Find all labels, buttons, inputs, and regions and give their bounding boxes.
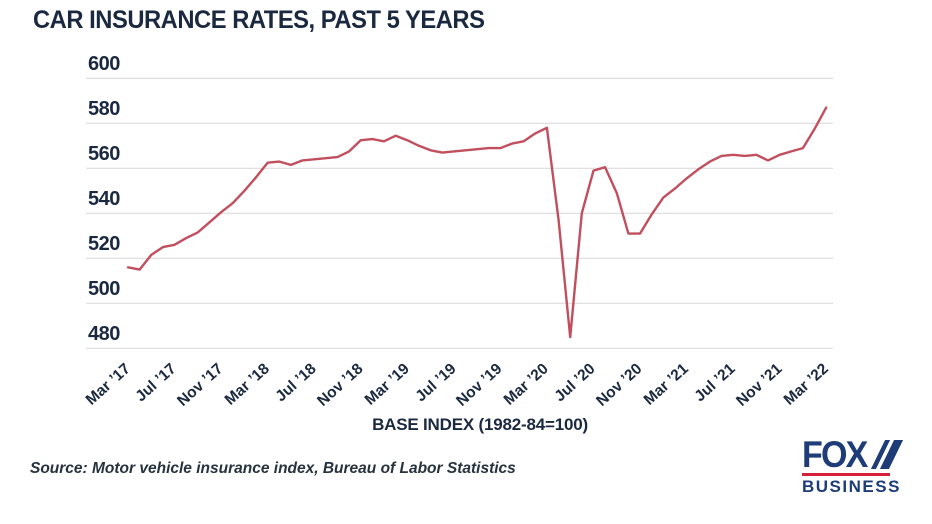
y-tick-label: 540 xyxy=(88,188,120,211)
y-tick-label: 580 xyxy=(88,98,120,121)
y-tick-label: 560 xyxy=(88,143,120,166)
y-tick-label: 600 xyxy=(88,53,120,76)
chart-title: CAR INSURANCE RATES, PAST 5 YEARS xyxy=(33,6,485,34)
y-tick-label: 520 xyxy=(88,233,120,256)
fox-business-logo: FOX BUSINESS xyxy=(802,434,922,497)
y-tick-label: 480 xyxy=(88,323,120,346)
insurance-index-line xyxy=(126,106,828,339)
logo-red-bar xyxy=(802,473,890,476)
fox-logo-row: FOX xyxy=(802,434,922,475)
business-logo-text: BUSINESS xyxy=(802,477,901,496)
x-axis-title: BASE INDEX (1982-84=100) xyxy=(372,415,588,434)
y-tick-label: 500 xyxy=(88,278,120,301)
fox-logo-text: FOX xyxy=(802,434,868,475)
source-note: Source: Motor vehicle insurance index, B… xyxy=(30,460,516,477)
